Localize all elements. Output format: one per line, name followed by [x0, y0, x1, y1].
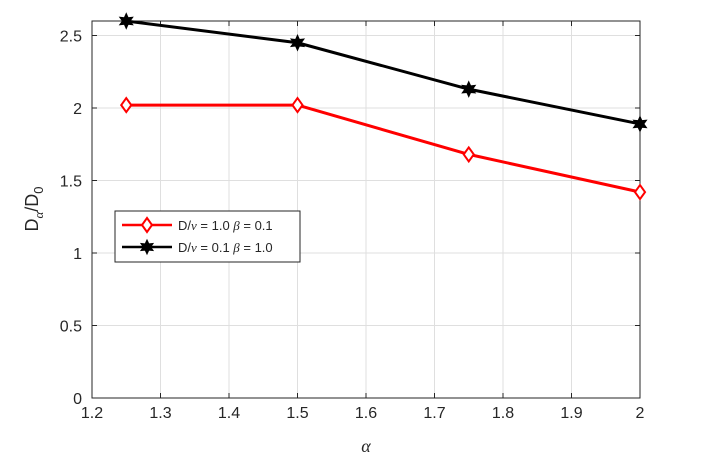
series-1-point	[119, 96, 133, 114]
y-axis-label-main: D	[22, 219, 42, 232]
series-2-point	[289, 34, 306, 52]
legend-1-part-0: D/	[178, 218, 191, 233]
y-tick-label: 0.5	[60, 319, 82, 336]
x-tick-label: 1.8	[492, 405, 514, 422]
axis-ticks: 1.2 1.3 1.4 1.5 1.6 1.7 1.8 1.9 2 0 0.5 1 1.5 2 2.5	[60, 21, 645, 422]
x-tick-label: 1.2	[81, 405, 103, 422]
legend-marker-series-2	[139, 238, 155, 256]
series-1-point	[291, 96, 304, 114]
y-tick-label: 2	[73, 101, 82, 118]
legend-1-part-1: ν	[191, 218, 197, 233]
x-axis-label: α	[361, 436, 371, 456]
x-tick-label: 1.7	[423, 405, 445, 422]
legend-2-part-3: β	[232, 240, 240, 255]
legend-2-part-1: ν	[191, 240, 197, 255]
y-axis-label-subscript-alpha: α	[31, 211, 46, 219]
x-tick-label: 1.5	[286, 405, 308, 422]
x-tick-label: 1.4	[218, 405, 240, 422]
legend-1-part-4: = 0.1	[240, 218, 273, 233]
series-line-1	[126, 103, 641, 194]
legend-2-part-2: = 0.1	[197, 240, 234, 255]
y-tick-label: 1	[73, 246, 82, 263]
legend-2-part-4: = 1.0	[240, 240, 273, 255]
legend-1-part-2: = 1.0	[197, 218, 234, 233]
x-tick-label: 1.6	[355, 405, 377, 422]
series-line-2	[126, 19, 641, 126]
series-2-point	[461, 80, 477, 98]
y-axis-label-slash: /D	[22, 194, 42, 212]
series-2-point	[632, 115, 648, 133]
y-tick-label: 0	[73, 391, 82, 408]
x-tick-label: 1.9	[560, 405, 582, 422]
y-axis-label: Dα/D0	[22, 186, 46, 231]
y-axis-label-subscript-zero: 0	[31, 186, 46, 193]
legend-1-part-3: β	[232, 218, 240, 233]
legend-2-part-0: D/	[178, 240, 191, 255]
series-2-point	[118, 12, 134, 30]
series-1-point	[633, 183, 647, 201]
x-tick-label: 2	[636, 405, 645, 422]
legend-marker-series-1	[140, 216, 154, 234]
series-group	[118, 12, 648, 201]
legend-label-series-2: D/ν = 0.1 β = 1.0	[178, 240, 273, 255]
y-tick-label: 2.5	[60, 29, 82, 46]
series-1-point	[462, 145, 476, 164]
legend-label-series-1: D/ν = 1.0 β = 0.1	[178, 218, 273, 233]
legend: D/ν = 1.0 β = 0.1 D/ν = 0.1 β = 1.0	[114, 210, 301, 263]
x-tick-label: 1.3	[149, 405, 171, 422]
y-tick-label: 1.5	[60, 174, 82, 191]
